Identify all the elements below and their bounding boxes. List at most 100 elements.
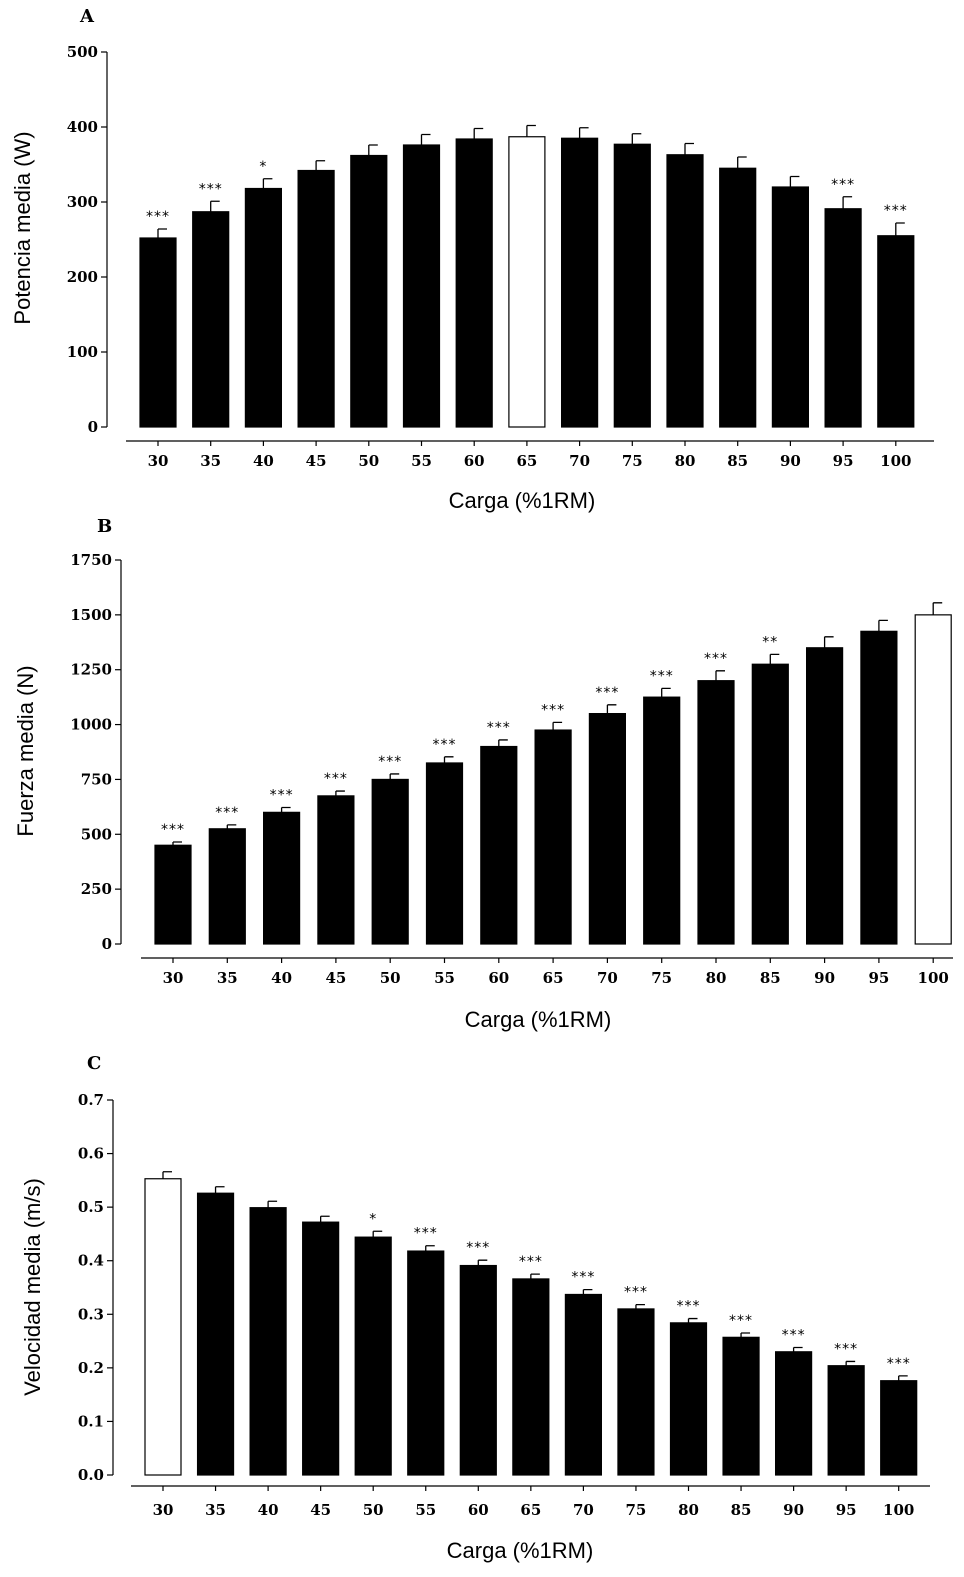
panel-a-error-bar bbox=[895, 222, 905, 236]
panel-b-x-tick-label: 65 bbox=[543, 969, 564, 987]
panel-c-significance-marker: *** bbox=[624, 1285, 648, 1301]
panel-a-x-tick-label: 50 bbox=[358, 452, 379, 470]
panel-b-x-tick-label: 75 bbox=[651, 969, 672, 987]
panel-c-x-tick-label: 90 bbox=[783, 1501, 804, 1519]
panel-c-y-tick-label: 0.1 bbox=[78, 1412, 104, 1430]
panel-b-bar-50 bbox=[371, 778, 409, 945]
panel-b-bar-45 bbox=[317, 795, 355, 945]
panel-c-error-bar bbox=[477, 1259, 488, 1266]
panel-c-error-bar bbox=[740, 1332, 751, 1338]
panel-c-y-tick-label: 0.6 bbox=[78, 1145, 104, 1163]
panel-a-y-tick-label: 500 bbox=[67, 43, 98, 61]
panel-c-plot: 0.0 0.1 0.2 0.3 0.4 0.5 0.6 0.7 30 35 40 45 * 50 *** 55… bbox=[78, 1091, 930, 1519]
panel-b-significance-marker: *** bbox=[161, 822, 185, 838]
panel-a-significance-marker: *** bbox=[884, 203, 908, 219]
panel-c-y-tick-label: 0.0 bbox=[78, 1466, 104, 1484]
panel-b-significance-marker: *** bbox=[650, 668, 674, 684]
panel-b-significance-marker: *** bbox=[595, 685, 619, 701]
panel-c-error-bar bbox=[372, 1230, 383, 1238]
panel-c-x-tick-label: 95 bbox=[836, 1501, 857, 1519]
panel-c-x-tick-label: 50 bbox=[363, 1501, 384, 1519]
panel-a-x-tick-label: 80 bbox=[675, 452, 696, 470]
panel-b-bar-90 bbox=[805, 647, 844, 945]
panel-b-significance-marker: *** bbox=[541, 702, 565, 718]
panel-a-x-tick-label: 60 bbox=[464, 452, 485, 470]
panel-a-bar-85 bbox=[719, 167, 757, 428]
panel-a-x-tick-label: 75 bbox=[622, 452, 643, 470]
panel-c-significance-marker: *** bbox=[834, 1341, 858, 1357]
panel-b-error-bar bbox=[823, 636, 834, 648]
panel-b-significance-marker: *** bbox=[378, 754, 402, 770]
panel-c-bar-85 bbox=[722, 1336, 760, 1476]
panel-c-error-bar bbox=[530, 1273, 540, 1279]
panel-b-y-tick-label: 1500 bbox=[70, 606, 112, 624]
panel-c-bar-75 bbox=[617, 1308, 655, 1476]
panel-a-potencia: A Potencia media (W) Carga (%1RM) 0 100 20… bbox=[10, 6, 934, 513]
panel-c-x-tick-label: 65 bbox=[520, 1501, 541, 1519]
panel-b-y-tick-label: 0 bbox=[102, 935, 112, 953]
panel-a-error-bar bbox=[578, 127, 589, 139]
panel-b-bar-70 bbox=[588, 712, 627, 945]
panel-c-error-bar bbox=[214, 1186, 225, 1194]
panel-b-significance-marker: *** bbox=[487, 720, 511, 736]
panel-c-bar-100 bbox=[880, 1380, 918, 1476]
panel-a-bar-30 bbox=[139, 237, 177, 428]
panel-c-bar-80 bbox=[669, 1322, 708, 1476]
panel-a-x-tick-label: 65 bbox=[516, 452, 537, 470]
panel-b-significance-marker: *** bbox=[433, 737, 457, 753]
panel-b-significance-marker: *** bbox=[704, 651, 728, 667]
panel-c-significance-marker: * bbox=[369, 1211, 377, 1227]
panel-c-bar-95 bbox=[827, 1365, 865, 1476]
panel-b-error-bar bbox=[552, 721, 563, 731]
panel-a-bar-40 bbox=[244, 187, 282, 428]
panel-a-plot: 0 100 200 300 400 500 *** 30 *** 35 * 40 45 50 55 60 65 7… bbox=[67, 43, 934, 470]
panel-c-x-tick-label: 75 bbox=[626, 1501, 647, 1519]
panel-c-significance-marker: *** bbox=[677, 1299, 701, 1315]
panel-a-x-tick-label: 35 bbox=[200, 452, 221, 470]
panel-a-error-bar bbox=[210, 200, 220, 212]
panel-c-significance-marker: *** bbox=[571, 1270, 595, 1286]
panel-a-y-tick-label: 0 bbox=[88, 418, 98, 436]
panel-c-error-bar bbox=[792, 1346, 803, 1352]
panel-a-y-tick-label: 400 bbox=[67, 118, 98, 136]
panel-a-y-axis-title: Potencia media (W) bbox=[10, 131, 35, 324]
panel-c-y-axis-title: Velocidad media (m/s) bbox=[20, 1178, 45, 1396]
panel-a-bar-80 bbox=[666, 154, 704, 428]
panel-b-x-tick-label: 50 bbox=[380, 969, 401, 987]
panel-b-error-bar bbox=[606, 704, 617, 714]
panel-a-significance-marker: *** bbox=[146, 209, 170, 225]
panel-c-significance-marker: *** bbox=[782, 1328, 806, 1344]
panel-b-x-tick-label: 40 bbox=[271, 969, 292, 987]
panel-a-bar-55 bbox=[402, 144, 441, 428]
panel-a-bar-50 bbox=[350, 154, 388, 428]
panel-b-x-tick-label: 95 bbox=[868, 969, 889, 987]
panel-a-x-tick-label: 70 bbox=[569, 452, 590, 470]
panel-b-bar-100 bbox=[914, 614, 952, 945]
panel-c-x-tick-label: 70 bbox=[573, 1501, 594, 1519]
panel-a-bar-65 bbox=[508, 136, 546, 428]
panel-a-x-tick-label: 55 bbox=[411, 452, 432, 470]
panel-a-error-bar bbox=[737, 156, 747, 169]
panel-a-error-bar bbox=[420, 133, 431, 145]
panel-b-y-tick-label: 250 bbox=[81, 880, 112, 898]
panel-c-x-tick-label: 55 bbox=[415, 1501, 436, 1519]
panel-c-error-bar bbox=[425, 1245, 435, 1252]
panel-a-x-tick-label: 30 bbox=[148, 452, 169, 470]
panel-b-bar-35 bbox=[208, 828, 246, 945]
panel-c-significance-marker: *** bbox=[887, 1356, 911, 1372]
panel-c-significance-marker: *** bbox=[519, 1254, 543, 1270]
panel-c-error-bar bbox=[635, 1303, 645, 1309]
panel-c-bar-45 bbox=[302, 1221, 340, 1476]
panel-a-x-tick-label: 85 bbox=[727, 452, 748, 470]
panel-a-x-tick-label: 45 bbox=[306, 452, 327, 470]
panel-b-x-axis-title: Carga (%1RM) bbox=[465, 1007, 612, 1032]
panel-c-x-tick-label: 85 bbox=[731, 1501, 752, 1519]
panel-b-y-tick-label: 1000 bbox=[70, 716, 112, 734]
panel-c-x-tick-label: 35 bbox=[205, 1501, 226, 1519]
panel-a-significance-marker: *** bbox=[199, 181, 223, 197]
panel-c-x-tick-label: 40 bbox=[258, 1501, 279, 1519]
panel-b-significance-marker: *** bbox=[215, 805, 239, 821]
panel-c-bar-30 bbox=[144, 1178, 182, 1476]
panel-b-y-axis-title: Fuerza media (N) bbox=[13, 665, 38, 836]
